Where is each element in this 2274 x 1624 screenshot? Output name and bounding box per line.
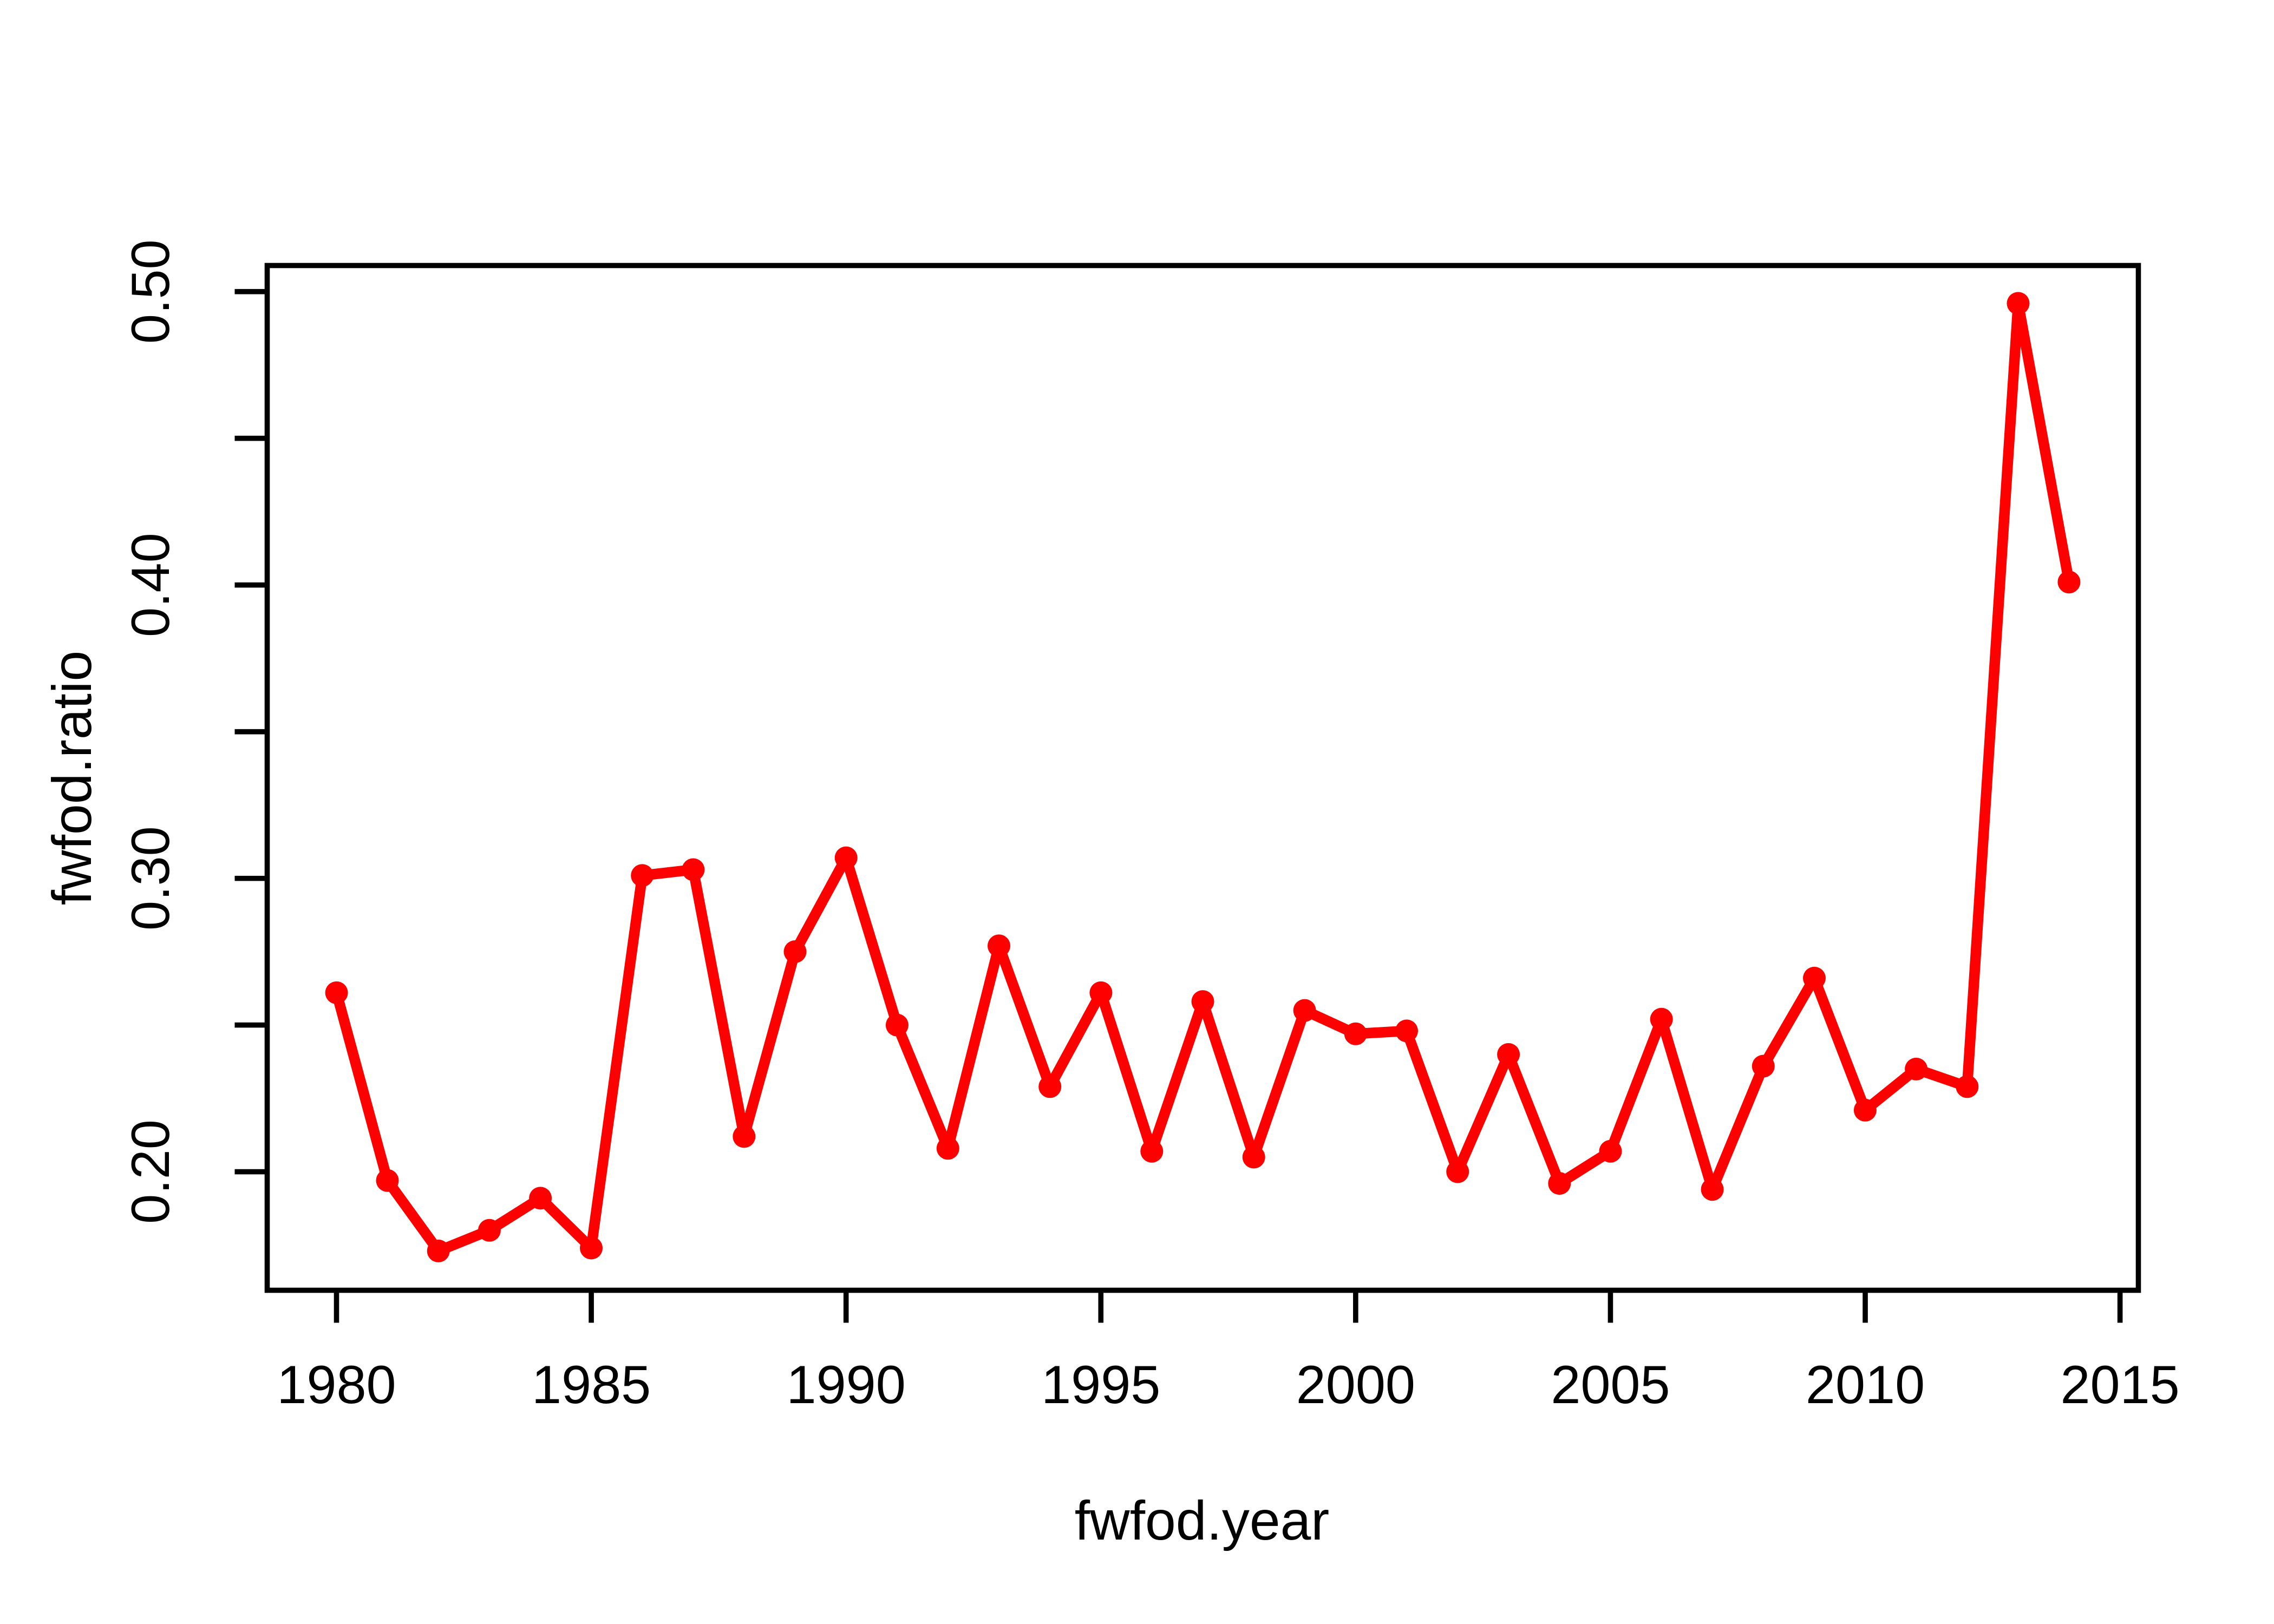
data-point xyxy=(1548,1172,1571,1195)
data-point xyxy=(1242,1145,1265,1169)
data-point xyxy=(1803,966,1826,990)
x-axis-tick-label: 1980 xyxy=(277,1354,396,1415)
data-point xyxy=(1395,1019,1418,1043)
x-axis-tick-label: 2010 xyxy=(1806,1354,1925,1415)
data-point xyxy=(1650,1007,1673,1031)
data-point xyxy=(2057,571,2081,594)
data-point xyxy=(682,858,705,881)
data-point xyxy=(427,1239,450,1262)
data-point xyxy=(376,1169,399,1192)
data-point xyxy=(783,940,807,963)
y-axis-tick-label: 0.30 xyxy=(120,826,180,931)
y-axis-tick-label: 0.40 xyxy=(120,533,180,637)
x-axis-tick-label: 2005 xyxy=(1551,1354,1670,1415)
data-point xyxy=(580,1236,603,1260)
x-axis-tick-label: 2000 xyxy=(1296,1354,1415,1415)
data-point xyxy=(1956,1075,1979,1098)
data-point xyxy=(631,864,654,887)
data-point xyxy=(1752,1055,1775,1078)
data-series-layer xyxy=(325,292,2081,1262)
x-axis-tick-label: 2015 xyxy=(2060,1354,2179,1415)
axes-layer: 1980 1985 1990 1995 2000 2005 2010 2015 0.20 0.30… xyxy=(120,239,2180,1415)
data-point xyxy=(1599,1140,1622,1163)
data-point xyxy=(733,1125,756,1148)
y-axis-tick-label: 0.20 xyxy=(120,1119,180,1224)
data-point xyxy=(478,1219,501,1242)
data-point xyxy=(1140,1140,1164,1163)
data-point xyxy=(1446,1160,1469,1183)
data-point xyxy=(325,981,348,1004)
data-point xyxy=(1853,1098,1877,1122)
data-point xyxy=(1293,999,1316,1022)
x-axis-title: fwfod.year xyxy=(1075,1490,1330,1551)
data-point xyxy=(885,1013,909,1037)
data-point xyxy=(988,934,1010,958)
data-point xyxy=(1089,981,1113,1004)
data-point xyxy=(1344,1022,1367,1045)
data-point xyxy=(936,1137,959,1160)
data-point xyxy=(1038,1075,1062,1098)
data-point xyxy=(1905,1057,1928,1081)
data-point xyxy=(834,846,858,869)
x-axis-tick-label: 1995 xyxy=(1041,1354,1160,1415)
data-point xyxy=(1191,990,1214,1013)
data-point xyxy=(529,1187,552,1210)
data-point xyxy=(1701,1178,1724,1201)
data-point xyxy=(1497,1043,1520,1066)
x-axis-tick-label: 1990 xyxy=(787,1354,906,1415)
x-axis-tick-label: 1985 xyxy=(532,1354,651,1415)
data-point xyxy=(2007,292,2030,315)
plot-box xyxy=(264,263,2141,1293)
y-axis-title: fwfod.ratio xyxy=(41,651,103,906)
y-axis-tick-label: 0.50 xyxy=(120,239,180,344)
series-line xyxy=(331,298,2075,1256)
